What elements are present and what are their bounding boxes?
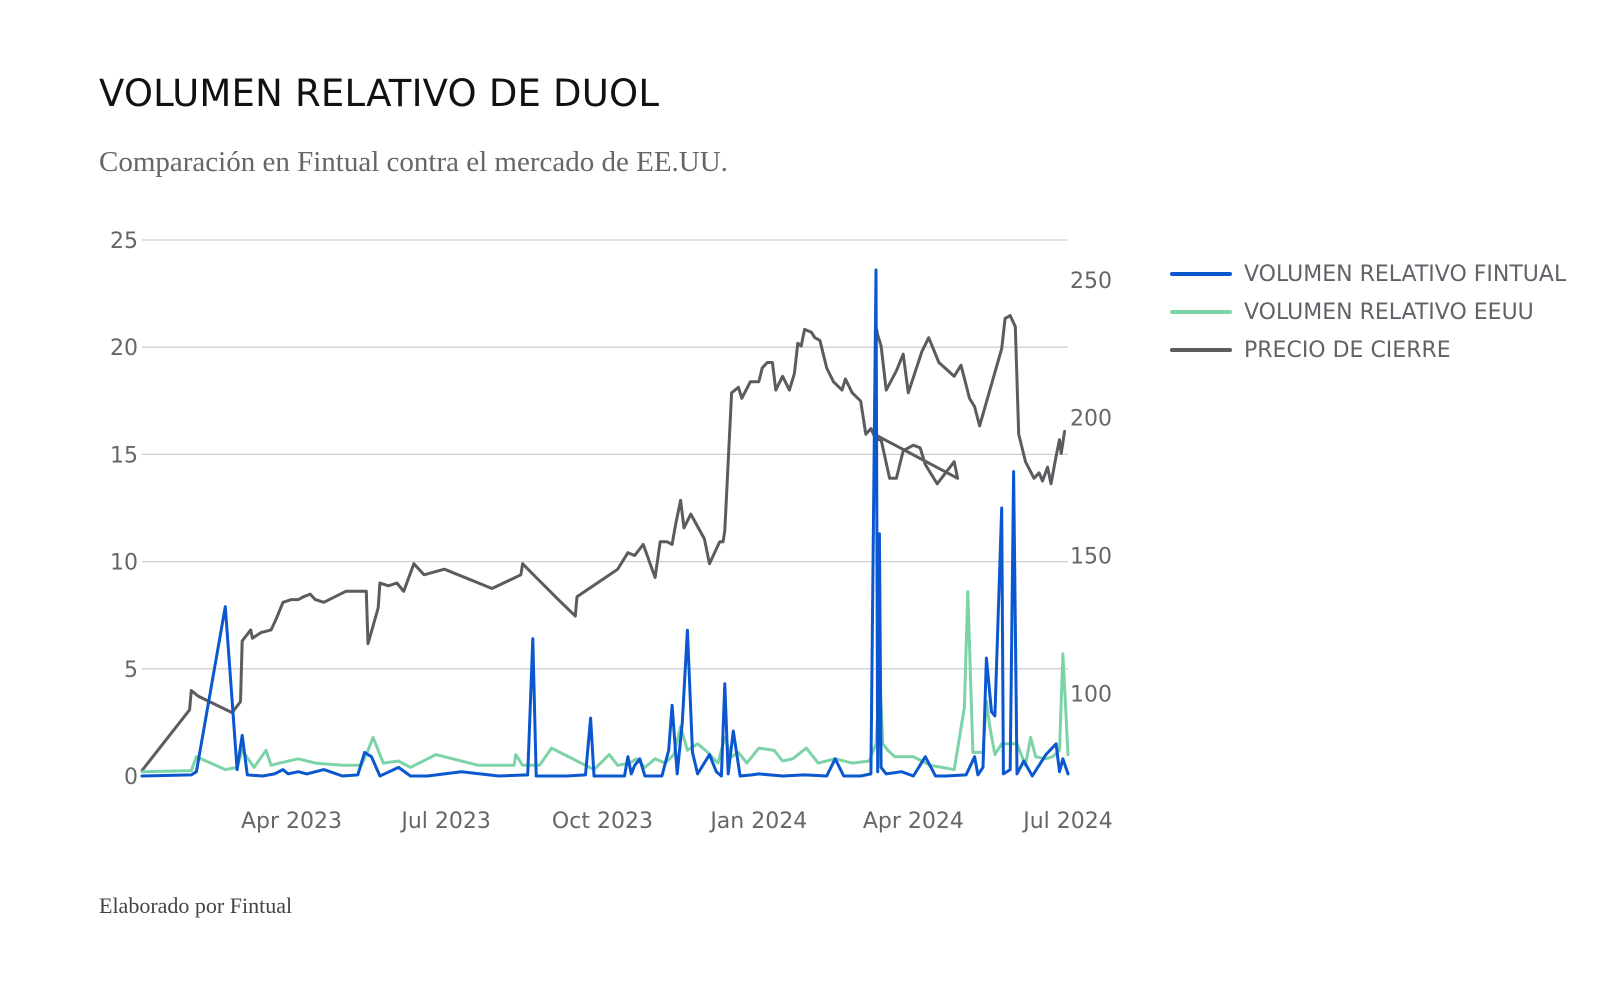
chart-title: VOLUMEN RELATIVO DE DUOL [99,72,660,115]
y-left-ticks: 0 5 10 15 20 25 [110,229,138,790]
x-tick-label: Jul 2023 [399,809,491,834]
footer-credit: Elaborado por Fintual [99,893,293,918]
x-tick-label: Apr 2023 [241,809,342,834]
x-tick-label: Jan 2024 [708,809,807,834]
y-right-tick-label: 100 [1070,682,1112,707]
chart-subtitle: Comparación en Fintual contra el mercado… [99,146,728,178]
series-line-0 [140,268,1070,778]
series-lines [140,268,1070,778]
x-ticks: Apr 2023 Jul 2023 Oct 2023 Jan 2024 Apr 2024… [241,809,1113,834]
legend-item-fintual: VOLUMEN RELATIVO FINTUAL [1170,255,1566,293]
legend-item-eeuu: VOLUMEN RELATIVO EEUU [1170,293,1566,331]
y-right-tick-label: 250 [1070,269,1112,294]
y-right-tick-label: 150 [1070,544,1112,569]
y-left-tick-label: 5 [124,658,138,683]
series-line-1 [140,590,1070,774]
y-left-tick-label: 20 [110,336,138,361]
x-tick-label: Oct 2023 [552,809,653,834]
legend-item-precio: PRECIO DE CIERRE [1170,331,1566,369]
y-left-tick-label: 15 [110,443,138,468]
series-line-2 [140,314,1067,772]
y-left-tick-label: 10 [110,551,138,576]
y-right-ticks: 100 150 200 250 [1070,269,1112,708]
legend-label-fintual: VOLUMEN RELATIVO FINTUAL [1244,261,1567,287]
y-right-tick-label: 200 [1070,407,1112,432]
legend-swatch-fintual [1170,272,1232,276]
legend-label-precio: PRECIO DE CIERRE [1244,337,1451,363]
legend-label-eeuu: VOLUMEN RELATIVO EEUU [1244,299,1534,325]
x-tick-label: Jul 2024 [1021,809,1113,834]
y-left-tick-label: 25 [110,229,138,254]
legend-swatch-eeuu [1170,310,1232,314]
legend: VOLUMEN RELATIVO FINTUAL VOLUMEN RELATIV… [1170,255,1566,369]
legend-swatch-precio [1170,348,1232,352]
x-tick-label: Apr 2024 [863,809,964,834]
y-left-tick-label: 0 [124,765,138,790]
